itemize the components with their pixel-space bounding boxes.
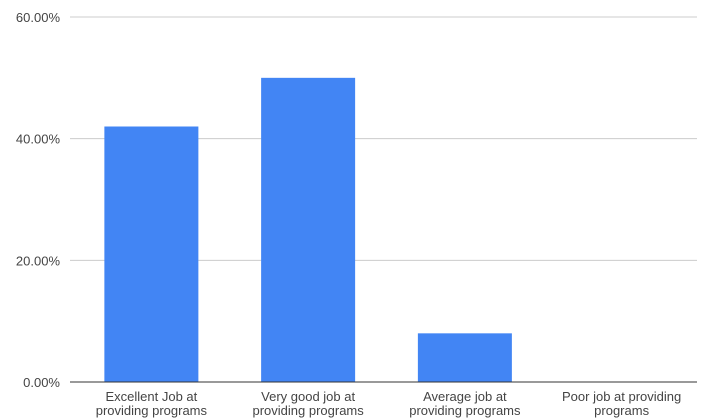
x-axis-labels: Excellent Job at providing programs Very g… <box>96 389 682 418</box>
bar-0 <box>104 126 199 382</box>
y-axis-ticks: 0.00% 20.00% 40.00% 60.00% <box>16 10 61 390</box>
bars <box>104 77 512 382</box>
bar-2 <box>417 333 512 382</box>
x-tick-label: Very good job at providing programs <box>252 389 364 418</box>
y-tick-label: 40.00% <box>16 132 61 147</box>
x-tick-label: Excellent Job at providing programs <box>96 389 208 418</box>
y-tick-label: 60.00% <box>16 10 61 25</box>
y-tick-label: 0.00% <box>23 375 60 390</box>
bar-1 <box>261 77 356 382</box>
x-tick-label: Poor job at providing programs <box>562 389 681 418</box>
x-tick-label: Average job at providing programs <box>409 389 521 418</box>
y-tick-label: 20.00% <box>16 253 61 268</box>
